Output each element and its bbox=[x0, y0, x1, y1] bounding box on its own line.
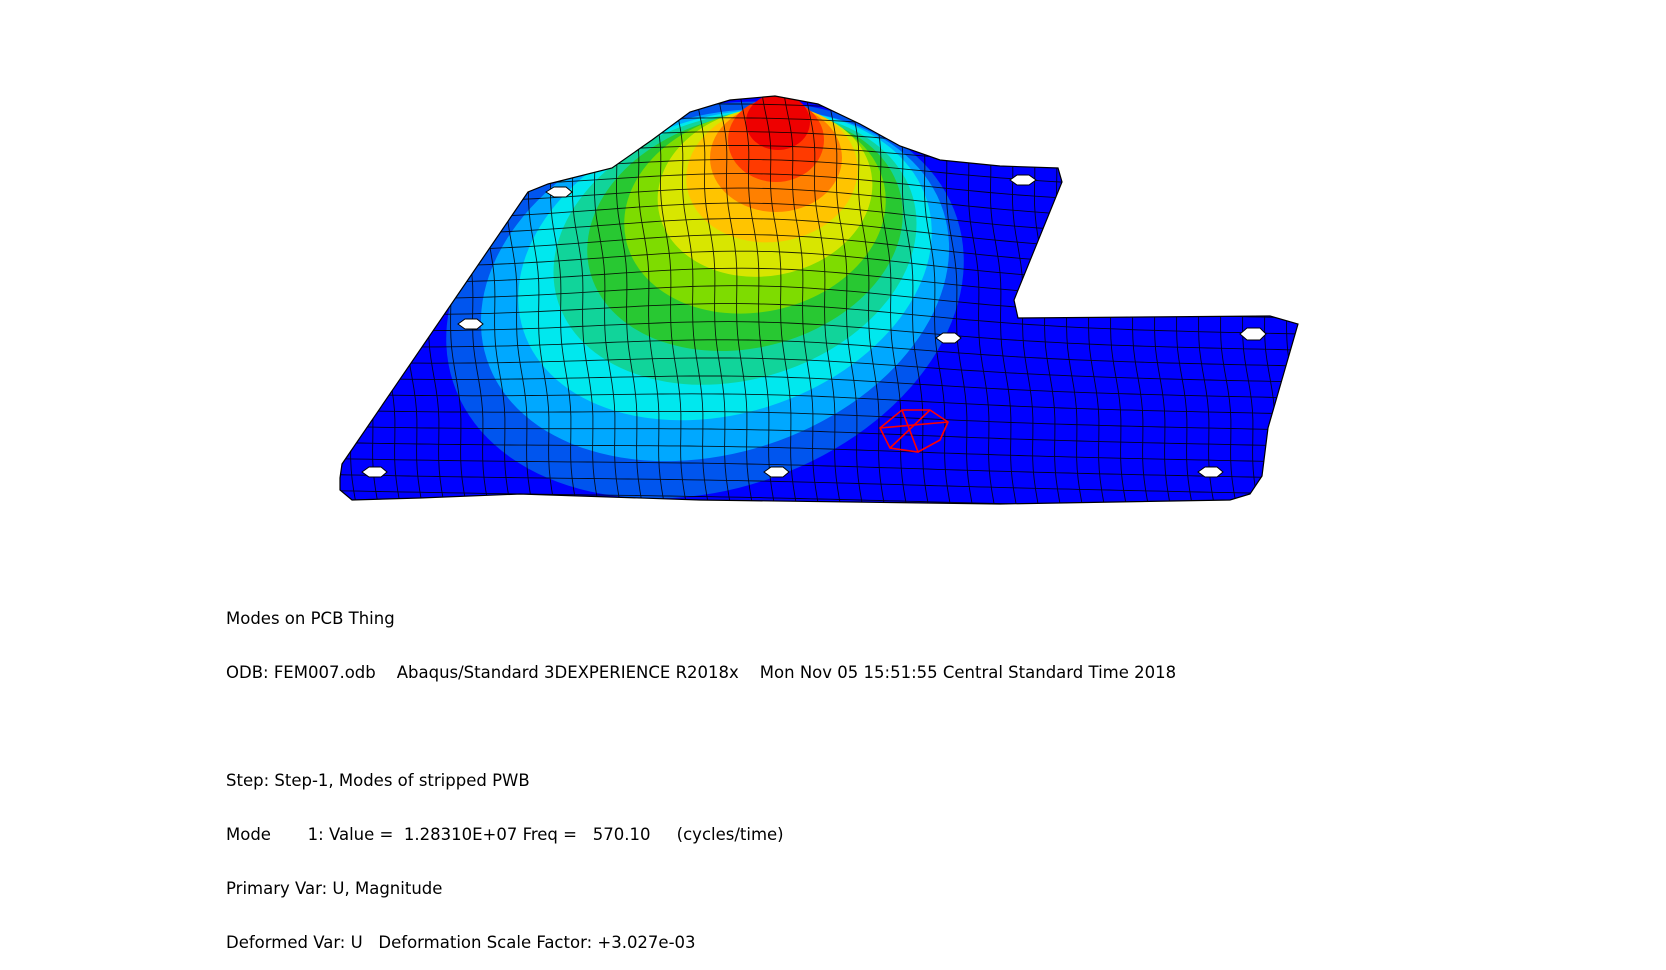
deformed-var-line: Deformed Var: U Deformation Scale Factor… bbox=[226, 933, 696, 952]
mounting-hole-3 bbox=[457, 318, 484, 330]
mode-line: Mode 1: Value = 1.28310E+07 Freq = 570.1… bbox=[226, 825, 784, 844]
mounting-hole-1 bbox=[545, 186, 573, 198]
model-title: Modes on PCB Thing bbox=[226, 609, 395, 628]
mesh-line-column bbox=[1266, 96, 1298, 504]
mesh-line-column bbox=[760, 96, 800, 504]
mesh-line-column bbox=[694, 96, 734, 504]
mounting-hole-8 bbox=[1197, 466, 1224, 478]
primary-var-line: Primary Var: U, Magnitude bbox=[226, 879, 443, 898]
odb-info-block: Modes on PCB Thing ODB: FEM007.odb Abaqu… bbox=[226, 574, 1176, 970]
mesh-line-column bbox=[672, 96, 712, 504]
mesh-line-column bbox=[1288, 96, 1298, 504]
mesh-line-column bbox=[650, 96, 690, 504]
mesh-line-column bbox=[804, 96, 844, 504]
mesh-line-column bbox=[299, 80, 337, 520]
mesh-line-column bbox=[826, 96, 866, 504]
mesh-line-row bbox=[340, 425, 1298, 447]
plate-outline bbox=[339, 95, 1299, 505]
mesh-line-column bbox=[716, 96, 756, 504]
mesh-line-row bbox=[340, 473, 1298, 495]
mesh-line-column bbox=[848, 96, 888, 504]
mesh-line-row bbox=[340, 375, 1298, 399]
mesh-line-column bbox=[738, 96, 778, 504]
mesh-line-column bbox=[870, 96, 910, 504]
mesh-line-column bbox=[1311, 80, 1349, 520]
mesh-line-row bbox=[340, 321, 1298, 351]
model-viewport[interactable] bbox=[0, 0, 1666, 560]
mounting-holes bbox=[361, 174, 1267, 478]
odb-line: ODB: FEM007.odb Abaqus/Standard 3DEXPERI… bbox=[226, 663, 1177, 682]
mesh-line-row bbox=[340, 339, 1298, 367]
selected-element-highlight bbox=[878, 409, 950, 453]
mounting-hole-7 bbox=[763, 466, 790, 478]
mounting-hole-5 bbox=[1239, 327, 1267, 341]
mounting-hole-2 bbox=[1009, 174, 1037, 186]
mesh-line-row bbox=[300, 506, 1322, 526]
mesh-line-row bbox=[340, 303, 1298, 335]
mesh-line-row bbox=[340, 409, 1298, 431]
mounting-hole-4 bbox=[935, 332, 962, 344]
mesh-line-row bbox=[340, 489, 1298, 504]
spacer bbox=[226, 718, 1176, 736]
mesh-line-row bbox=[340, 357, 1298, 383]
contour-band-11 bbox=[746, 96, 810, 150]
mesh-line-row bbox=[340, 441, 1298, 463]
mesh-line-row bbox=[340, 457, 1298, 479]
mesh-line-column bbox=[782, 96, 822, 504]
step-line: Step: Step-1, Modes of stripped PWB bbox=[226, 771, 530, 790]
mounting-hole-6 bbox=[361, 466, 388, 478]
